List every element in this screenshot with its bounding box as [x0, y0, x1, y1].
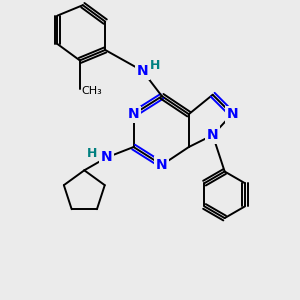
Text: N: N	[101, 151, 112, 164]
Text: CH₃: CH₃	[81, 86, 102, 96]
Text: N: N	[226, 107, 238, 121]
Text: N: N	[128, 107, 140, 121]
Text: N: N	[156, 158, 168, 172]
Text: H: H	[87, 147, 98, 161]
Text: H: H	[150, 59, 160, 72]
Text: N: N	[137, 64, 148, 78]
Text: N: N	[207, 128, 218, 142]
